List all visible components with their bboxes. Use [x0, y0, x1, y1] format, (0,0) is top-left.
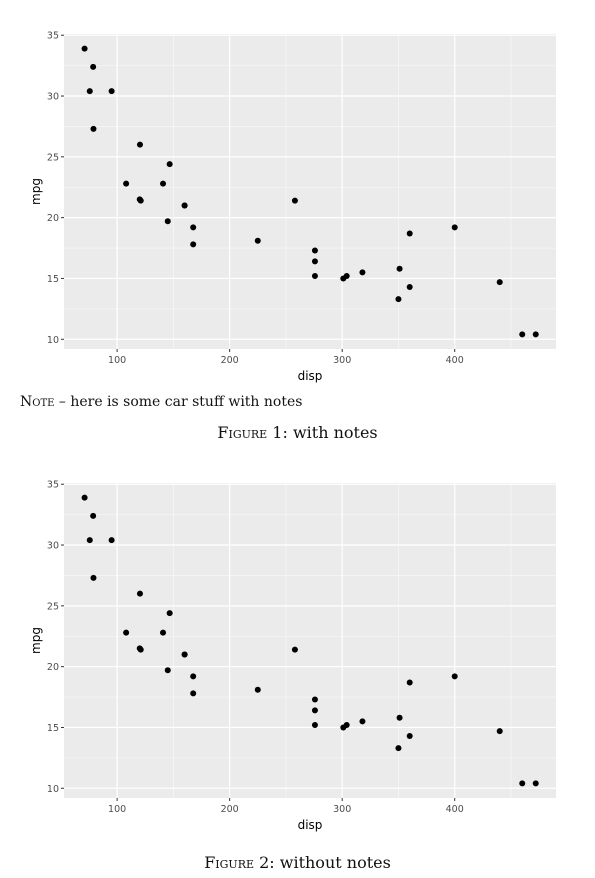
data-point — [81, 45, 88, 52]
data-point — [166, 610, 173, 617]
x-tick-label: 300 — [333, 804, 351, 815]
x-tick-label: 100 — [108, 355, 126, 366]
x-axis-title: disp — [298, 818, 323, 832]
y-tick-label: 10 — [47, 784, 59, 795]
data-point — [395, 296, 402, 303]
x-tick-label: 300 — [333, 355, 351, 366]
data-point — [311, 258, 318, 265]
gridlines — [64, 483, 556, 798]
x-tick-label: 100 — [108, 804, 126, 815]
data-point — [451, 224, 458, 231]
y-tick-label: 25 — [47, 601, 59, 612]
data-point — [359, 718, 366, 725]
data-point — [254, 686, 261, 693]
data-point — [190, 690, 197, 697]
data-point — [396, 265, 403, 272]
y-axis-title: mpg — [29, 178, 43, 205]
data-point — [340, 724, 347, 731]
y-tick-label: 15 — [47, 274, 59, 285]
plot-panel — [64, 483, 556, 798]
data-point — [190, 241, 197, 248]
figure-caption-2: Figure 2: without notes — [0, 853, 595, 872]
y-tick-label: 20 — [47, 213, 59, 224]
y-tick-label: 15 — [47, 723, 59, 734]
data-point — [166, 161, 173, 168]
data-point — [395, 745, 402, 752]
data-point — [181, 651, 188, 658]
data-point — [532, 780, 539, 787]
data-point — [396, 714, 403, 721]
data-point — [311, 273, 318, 280]
data-point — [108, 88, 115, 95]
data-points — [81, 494, 539, 787]
plot-panel — [64, 34, 556, 349]
data-point — [311, 696, 318, 703]
x-axis-title: disp — [298, 369, 323, 383]
data-point — [164, 218, 171, 225]
caption-label: Figure 2: — [204, 853, 275, 872]
data-point — [311, 707, 318, 714]
data-point — [291, 197, 298, 204]
data-point — [123, 180, 130, 187]
data-point — [532, 331, 539, 338]
data-point — [81, 494, 88, 501]
data-point — [181, 202, 188, 209]
x-tick-label: 200 — [221, 804, 239, 815]
scatter-plot-2: 10 15 20 25 30 35 100 200 300 400 disp mpg — [29, 480, 556, 832]
data-point — [160, 180, 167, 187]
data-point — [190, 224, 197, 231]
data-point — [519, 780, 526, 787]
data-point — [406, 283, 413, 290]
y-tick-label: 35 — [47, 480, 59, 491]
data-point — [123, 629, 130, 636]
data-point — [160, 629, 167, 636]
data-point — [359, 269, 366, 276]
data-point — [90, 574, 97, 581]
data-point — [496, 279, 503, 286]
figure-note: Note – here is some car stuff with notes — [20, 394, 302, 410]
data-point — [291, 646, 298, 653]
figure-caption-1: Figure 1: with notes — [0, 423, 595, 442]
y-tick-label: 30 — [47, 541, 59, 552]
y-tick-label: 35 — [47, 31, 59, 42]
data-point — [137, 197, 144, 204]
data-point — [451, 673, 458, 680]
y-tick-label: 10 — [47, 335, 59, 346]
y-tick-label: 20 — [47, 662, 59, 673]
y-tick-label: 30 — [47, 92, 59, 103]
data-point — [406, 679, 413, 686]
data-point — [108, 537, 115, 544]
caption-text: with notes — [287, 423, 378, 442]
data-point — [340, 275, 347, 282]
x-tick-label: 400 — [446, 355, 464, 366]
x-tick-label: 200 — [221, 355, 239, 366]
data-point — [190, 673, 197, 680]
y-tick-label: 25 — [47, 152, 59, 163]
data-point — [519, 331, 526, 338]
data-point — [136, 141, 143, 148]
data-point — [86, 537, 93, 544]
caption-text: without notes — [274, 853, 391, 872]
data-point — [90, 63, 97, 70]
y-axis-title: mpg — [29, 627, 43, 654]
data-point — [90, 512, 97, 519]
data-point — [496, 728, 503, 735]
x-tick-label: 400 — [446, 804, 464, 815]
note-label: Note — [20, 394, 55, 410]
data-points — [81, 45, 539, 338]
data-point — [164, 667, 171, 674]
caption-label: Figure 1: — [217, 423, 288, 442]
data-point — [311, 722, 318, 729]
data-point — [136, 590, 143, 597]
data-point — [90, 125, 97, 132]
note-text: – here is some car stuff with notes — [54, 394, 303, 410]
data-point — [137, 646, 144, 653]
gridlines — [64, 34, 556, 349]
data-point — [86, 88, 93, 95]
data-point — [254, 237, 261, 244]
data-point — [311, 247, 318, 254]
scatter-plot-1: 10 15 20 25 30 35 100 200 300 400 disp mpg — [29, 31, 556, 383]
data-point — [406, 230, 413, 237]
data-point — [406, 732, 413, 739]
